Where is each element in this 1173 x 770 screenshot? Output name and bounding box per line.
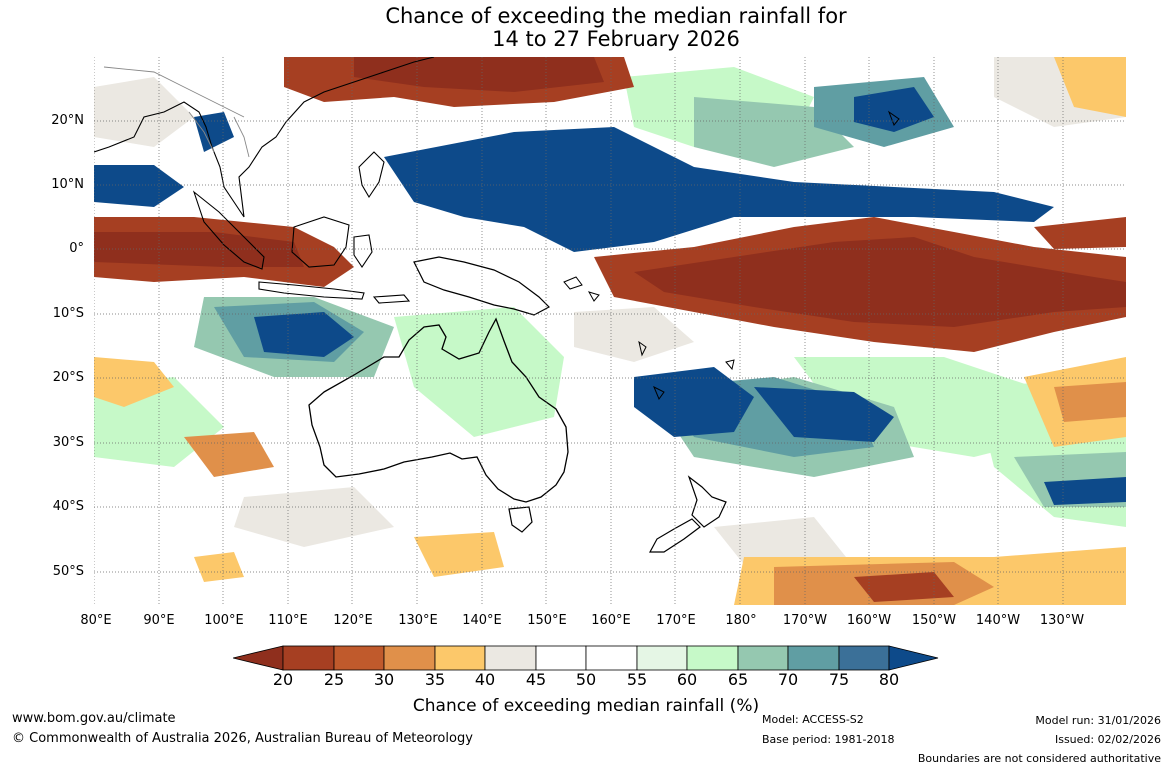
legend-tick-70: 70 (777, 670, 799, 689)
legend-swatch-below-20 (233, 645, 284, 671)
lat-label-30s: 30°S (52, 435, 84, 450)
legend-tick-50: 50 (575, 670, 597, 689)
lon-label-120e: 120°E (333, 613, 373, 628)
lat-label-40s: 40°S (52, 499, 84, 514)
legend-swatch-40-45 (484, 645, 537, 671)
lat-label-0: 0° (69, 241, 84, 256)
lon-label-80e: 80°E (80, 613, 112, 628)
asia-coastline (94, 57, 435, 218)
legend-swatch-35-40 (434, 645, 486, 671)
new-guinea-outline (413, 256, 550, 316)
pacific-islands (563, 110, 900, 401)
legend-swatch-75-80 (838, 645, 890, 671)
chart-title-line-2: 14 to 27 February 2026 (492, 27, 740, 51)
lon-label-160e: 160°E (591, 613, 631, 628)
asia-interior-borders (103, 66, 250, 158)
tasmania-outline (508, 506, 533, 533)
legend-tick-30: 30 (373, 670, 395, 689)
lon-label-140e: 140°E (462, 613, 502, 628)
new-zealand-south-island (648, 518, 701, 553)
lon-label-110e: 110°E (268, 613, 308, 628)
model-run-date: Model run: 31/01/2026 (1035, 714, 1161, 727)
lon-label-160w: 160°W (846, 613, 892, 628)
lat-gridlines (94, 120, 1126, 573)
legend-label: Chance of exceeding median rainfall (%) (412, 696, 760, 716)
light-green-zones (94, 67, 1126, 527)
lon-gridlines (94, 57, 1064, 605)
australia-outline (308, 317, 569, 503)
website-link[interactable]: www.bom.gov.au/climate (12, 711, 176, 726)
lon-label-170e: 170°E (656, 613, 696, 628)
legend-swatch-55-60 (636, 645, 688, 671)
legend-swatch-50-55 (585, 645, 638, 671)
legend-colorbar (233, 645, 939, 671)
rainfall-map (94, 57, 1126, 605)
legend-tick-75: 75 (828, 670, 850, 689)
lat-label-50s: 50°S (52, 564, 84, 579)
legend-tick-65: 65 (727, 670, 749, 689)
legend-tick-60: 60 (676, 670, 698, 689)
legend-tick-35: 35 (424, 670, 446, 689)
lon-label-100e: 100°E (204, 613, 244, 628)
legend-tick-25: 25 (323, 670, 345, 689)
legend-swatch-30-35 (383, 645, 436, 671)
legend-tick-40: 40 (474, 670, 496, 689)
issued-date: Issued: 02/02/2026 (1054, 733, 1161, 746)
lon-label-140w: 140°W (975, 613, 1021, 628)
chart-title-line-1: Chance of exceeding the median rainfall … (385, 4, 847, 28)
legend-tick-55: 55 (626, 670, 648, 689)
legend-tick-80: 80 (878, 670, 900, 689)
lat-label-10s: 10°S (52, 306, 84, 321)
lon-label-150w: 150°W (911, 613, 957, 628)
wet-zones (94, 87, 1126, 505)
copyright-text: © Commonwealth of Australia 2026, Austra… (12, 731, 473, 746)
lon-label-170w: 170°W (782, 613, 828, 628)
lat-label-20n: 20°N (51, 113, 84, 128)
legend-swatch-45-50 (535, 645, 587, 671)
legend-swatch-20-25 (282, 645, 335, 671)
lon-label-130w: 130°W (1039, 613, 1085, 628)
model-name: Model: ACCESS-S2 (762, 713, 864, 726)
boundaries-disclaimer: Boundaries are not considered authoritat… (917, 752, 1161, 765)
legend-swatch-65-70 (737, 645, 789, 671)
legend-tick-45: 45 (525, 670, 547, 689)
legend-swatch-25-30 (333, 645, 385, 671)
legend-swatch-70-75 (787, 645, 840, 671)
very-dry-zones (94, 57, 1126, 327)
legend-swatch-60-65 (686, 645, 739, 671)
lon-label-150e: 150°E (527, 613, 567, 628)
lat-label-10n: 10°N (51, 177, 84, 192)
new-zealand-north-island (687, 475, 727, 528)
base-period: Base period: 1981-2018 (762, 733, 895, 746)
legend-tick-20: 20 (272, 670, 294, 689)
lon-label-130e: 130°E (398, 613, 438, 628)
lon-label-180: 180° (725, 613, 757, 628)
lon-label-90e: 90°E (143, 613, 175, 628)
legend-swatch-above-80 (888, 645, 939, 671)
lat-label-20s: 20°S (52, 370, 84, 385)
